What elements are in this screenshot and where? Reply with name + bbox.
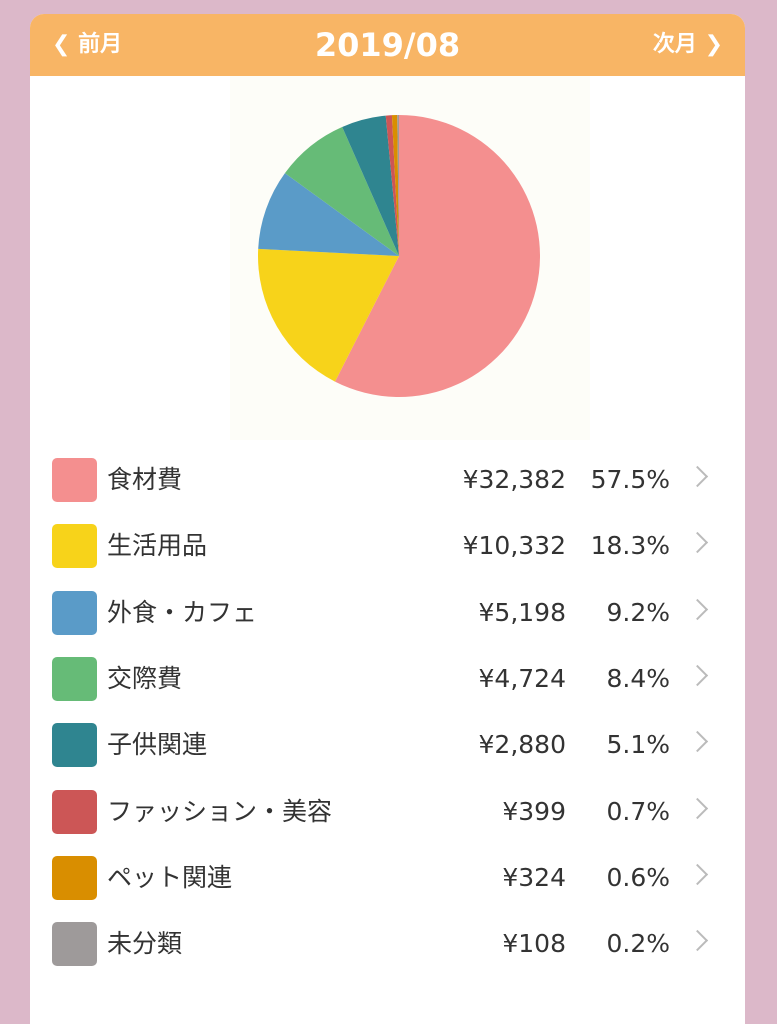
amount: ¥324: [502, 862, 566, 892]
color-swatch: [52, 789, 97, 834]
chevron: [686, 598, 709, 620]
prev-label[interactable]: 前月: [78, 32, 123, 57]
pie-slice: [258, 173, 399, 256]
amount: ¥108: [502, 929, 566, 959]
category-name: 子供関連: [107, 730, 208, 760]
percent: 18.3%: [590, 531, 670, 561]
pie-slice: [397, 115, 399, 256]
chevron: [686, 929, 709, 952]
pie-slice: [385, 115, 399, 256]
next-month[interactable]: 次月 ❯: [652, 32, 723, 57]
color-swatch: [52, 458, 97, 502]
percent: 5.1%: [606, 730, 670, 760]
category-row[interactable]: 外食・カフェ ¥5,198 9.2%: [30, 580, 745, 646]
color-swatch: [52, 855, 97, 900]
pie-slice: [284, 126, 399, 257]
pie-slice: [391, 115, 399, 256]
percent: 9.2%: [606, 597, 670, 627]
amount: ¥4,724: [478, 663, 566, 693]
pie-slice: [342, 115, 399, 256]
color-swatch: [52, 524, 97, 569]
category-row[interactable]: 交際費 ¥4,724 8.4%: [30, 646, 745, 712]
category-name: ファッション・美容: [107, 796, 333, 826]
card: ❮ 前月 2019/08 次月 ❯ 食材費 ¥32,382 57.5% 生活用品 ¥10…: [30, 14, 745, 1024]
color-swatch: [52, 656, 97, 701]
header: ❮ 前月 2019/08 次月 ❯: [30, 14, 745, 76]
category-row[interactable]: 生活用品 ¥10,332 18.3%: [30, 513, 745, 579]
color-swatch: [52, 922, 97, 967]
pie-chart: [230, 76, 590, 440]
percent: 0.6%: [606, 862, 670, 892]
category-name: 生活用品: [107, 531, 208, 561]
percent: 0.2%: [606, 929, 670, 959]
chevron: [686, 797, 709, 819]
amount: ¥32,382: [462, 465, 566, 494]
pie-slice: [334, 115, 540, 397]
chevron: [686, 664, 709, 686]
amount: ¥399: [502, 796, 566, 826]
chevron: [686, 465, 709, 488]
pie-slice: [258, 248, 399, 382]
chevron: [686, 863, 709, 885]
month-title: 2019/08: [314, 26, 461, 64]
category-row[interactable]: 食材費 ¥32,382 57.5%: [30, 447, 745, 513]
category-row[interactable]: ペット関連 ¥324 0.6%: [30, 845, 745, 911]
prev-month[interactable]: ❮ 前月: [52, 32, 123, 57]
category-name: ペット関連: [107, 862, 233, 892]
category-row[interactable]: 子供関連 ¥2,880 5.1%: [30, 712, 745, 778]
color-swatch: [52, 590, 97, 635]
percent: 8.4%: [606, 663, 670, 693]
category-row[interactable]: ファッション・美容 ¥399 0.7%: [30, 779, 745, 845]
chevron: [686, 731, 709, 753]
category-name: 外食・カフェ: [107, 597, 258, 627]
amount: ¥2,880: [478, 730, 566, 760]
chevron: [686, 532, 709, 554]
category-name: 食材費: [107, 465, 183, 494]
amount: ¥10,332: [462, 531, 566, 561]
color-swatch: [52, 723, 97, 768]
next-label[interactable]: 次月: [652, 32, 697, 57]
percent: 57.5%: [590, 465, 670, 494]
percent: 0.7%: [606, 796, 670, 826]
category-name: 未分類: [107, 929, 183, 959]
category-name: 交際費: [107, 663, 183, 693]
amount: ¥5,198: [478, 597, 566, 627]
category-row[interactable]: 未分類 ¥108 0.2%: [30, 911, 745, 977]
